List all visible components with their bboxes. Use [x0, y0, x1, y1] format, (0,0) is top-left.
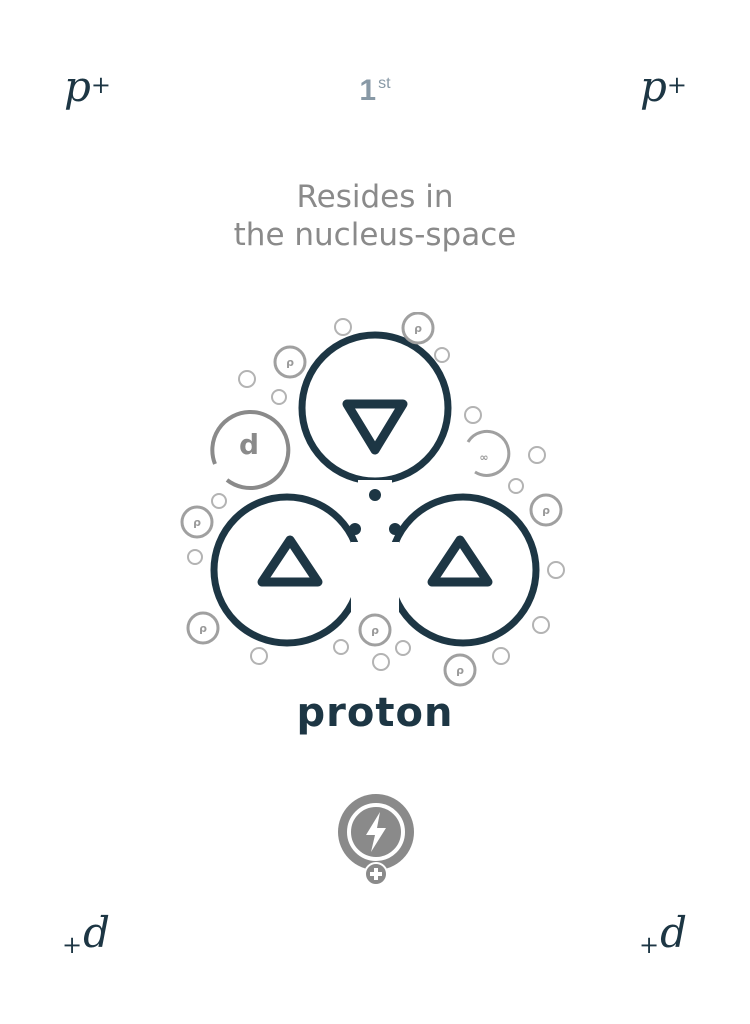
corner-symbol-prefix: +: [639, 931, 660, 959]
corner-symbol-bottom-right: +d: [639, 912, 687, 958]
svg-text:ρ: ρ: [286, 356, 294, 369]
card-description: Resides in the nucleus-space: [0, 178, 750, 254]
quark-ring-right: [386, 493, 540, 647]
svg-text:ρ: ρ: [456, 664, 464, 677]
energy-button[interactable]: [334, 790, 418, 886]
corner-symbol-top-left: p+: [64, 66, 111, 108]
corner-symbol-prefix: +: [62, 931, 83, 959]
rank-number: 1: [359, 74, 377, 107]
svg-text:∞: ∞: [479, 451, 488, 464]
svg-text:d: d: [239, 428, 259, 461]
particle-name: proton: [296, 690, 454, 736]
quark-down-triangle: [342, 399, 408, 455]
svg-text:ρ: ρ: [542, 504, 550, 517]
quark-up-triangle-left: [257, 535, 323, 587]
lightning-bolt-icon: [338, 794, 414, 886]
rank-suffix: st: [378, 75, 391, 92]
corner-symbol-letter: d: [660, 908, 687, 957]
description-line-1: Resides in: [296, 179, 454, 215]
svg-text:ρ: ρ: [193, 516, 201, 529]
corner-symbol-letter: p: [64, 62, 91, 111]
corner-symbol-top-right: p+: [640, 66, 687, 108]
corner-symbol-letter: d: [83, 908, 110, 957]
svg-text:ρ: ρ: [199, 622, 207, 635]
corner-symbol-charge: +: [666, 70, 687, 99]
quark-ring-left: [210, 493, 364, 647]
svg-text:ρ: ρ: [414, 322, 422, 335]
corner-symbol-letter: p: [640, 62, 667, 111]
corner-symbol-charge: +: [90, 70, 111, 99]
description-line-2: the nucleus-space: [233, 217, 517, 253]
proton-emblem-icon: d ρ ρ ρ ρ ρ ρ ρ ∞: [180, 312, 565, 687]
gluon-ring: [210, 410, 291, 490]
svg-text:ρ: ρ: [371, 624, 379, 637]
quark-up-triangle-right: [427, 535, 493, 587]
corner-symbol-bottom-left: +d: [62, 912, 110, 958]
